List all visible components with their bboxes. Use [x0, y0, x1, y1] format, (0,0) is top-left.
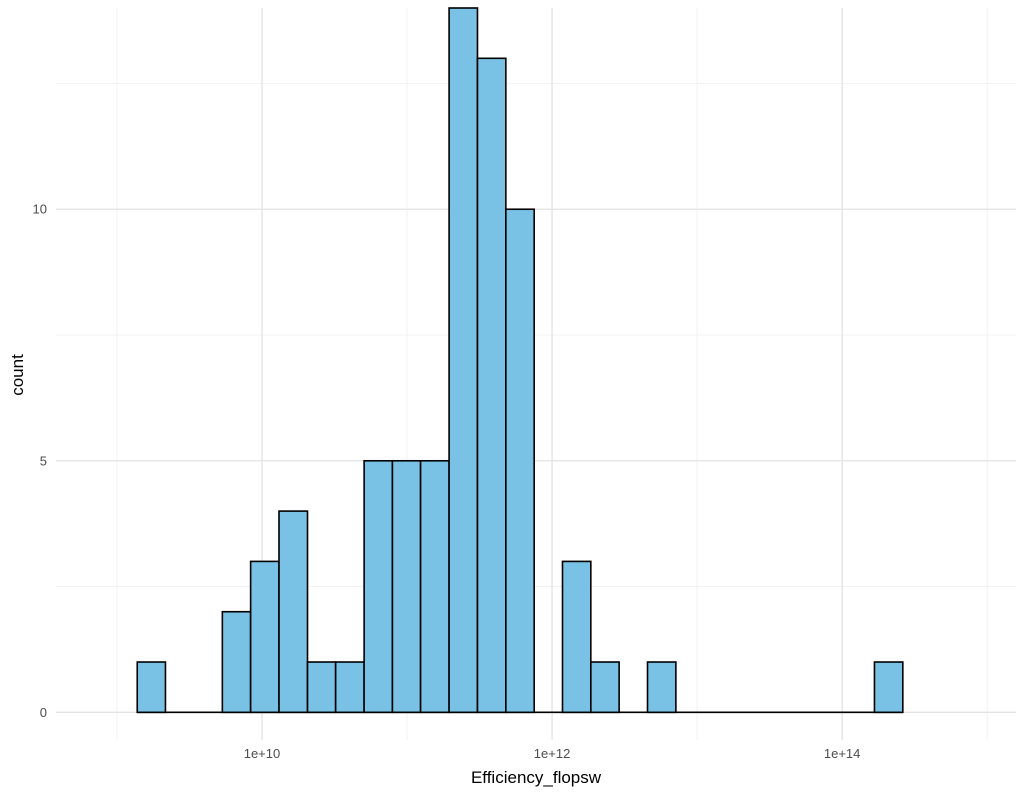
histogram-bar [873, 661, 904, 714]
histogram-bar [306, 661, 337, 714]
grid-lines [56, 8, 1016, 740]
x-tick-label: 1e+10 [244, 746, 281, 761]
y-axis-title: count [8, 354, 27, 396]
x-axis-title: Efficiency_flopsw [471, 768, 602, 787]
histogram-bar [448, 7, 479, 714]
histogram-bar [561, 560, 592, 714]
histogram-bar [505, 208, 535, 714]
histogram-bar [249, 560, 280, 714]
histogram-bar [391, 459, 422, 714]
x-tick-label: 1e+12 [534, 746, 571, 761]
y-tick-label: 0 [40, 705, 47, 720]
histogram-bar [221, 610, 252, 714]
histogram-bar [334, 661, 365, 714]
histogram-bars [136, 7, 904, 714]
histogram-bar [278, 510, 309, 714]
tick-labels: 1e+10 1e+12 1e+14 0 5 10 [33, 202, 861, 761]
histogram-bar [590, 661, 620, 714]
y-tick-label: 5 [40, 453, 47, 468]
y-tick-label: 10 [33, 202, 47, 217]
x-tick-label: 1e+14 [824, 746, 861, 761]
histogram-bar [646, 661, 677, 714]
histogram-bar [136, 661, 167, 714]
histogram-bar [476, 57, 507, 714]
histogram-bar [363, 459, 394, 714]
histogram-bar [419, 459, 450, 714]
